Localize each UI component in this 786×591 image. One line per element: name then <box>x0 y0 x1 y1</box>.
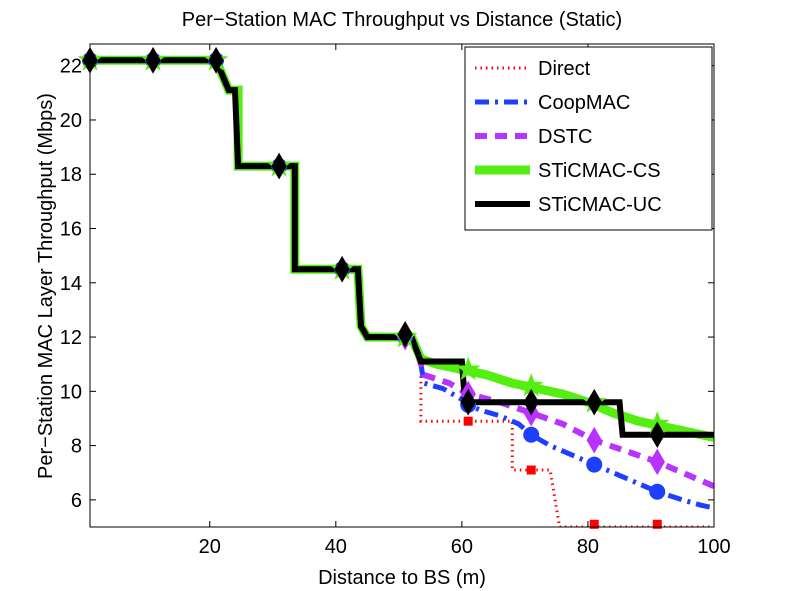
y-tick-label: 20 <box>60 110 82 132</box>
series-marker-direct <box>526 465 536 475</box>
series-line-sticmac-uc <box>90 57 714 438</box>
series-marker-coopmac <box>586 456 603 473</box>
x-tick-label: 20 <box>199 536 221 558</box>
chart-title: Per−Station MAC Throughput vs Distance (… <box>182 9 622 31</box>
x-tick-label: 60 <box>451 536 473 558</box>
series-marker-sticmac-uc <box>208 46 224 74</box>
series-marker-dstc <box>586 426 602 454</box>
series-marker-sticmac-cs <box>456 356 481 380</box>
x-tick-label: 40 <box>325 536 347 558</box>
y-tick-label: 14 <box>60 273 82 295</box>
series-marker-sticmac-uc <box>649 421 665 449</box>
legend-label-sticmac-cs: STiCMAC-CS <box>538 160 661 182</box>
legend: Direct CoopMAC DSTC STiCMAC-CS STiCMAC-UC <box>464 46 713 231</box>
series-marker-sticmac-uc <box>586 388 602 416</box>
y-tick-label: 8 <box>71 436 82 458</box>
y-tick-label: 10 <box>60 381 82 403</box>
marker-layer <box>77 46 670 529</box>
series-marker-sticmac-uc <box>271 152 287 180</box>
series-marker-sticmac-uc <box>145 46 161 74</box>
y-tick-label: 6 <box>71 490 82 512</box>
y-tick-label: 16 <box>60 219 82 241</box>
series-marker-sticmac-cs <box>519 373 544 397</box>
series-marker-sticmac-uc <box>460 388 476 416</box>
series-marker-direct <box>463 416 473 426</box>
series-marker-sticmac-uc <box>523 388 539 416</box>
series-marker-sticmac-uc <box>334 255 350 283</box>
legend-label-dstc: DSTC <box>538 126 592 148</box>
series-marker-coopmac <box>649 483 666 500</box>
series-marker-sticmac-uc <box>397 321 413 348</box>
legend-label-direct: Direct <box>538 58 591 80</box>
series-marker-direct <box>652 519 662 529</box>
series-layer <box>90 55 714 527</box>
series-marker-direct <box>589 519 599 529</box>
plot-frame <box>89 43 715 528</box>
x-axis-label: Distance to BS (m) <box>318 567 486 589</box>
axis-ticks: 20 40 60 80 100 6 8 10 12 14 16 18 20 22 <box>60 44 731 558</box>
legend-label-sticmac-uc: STiCMAC-UC <box>538 194 662 216</box>
series-marker-coopmac <box>523 426 540 443</box>
y-tick-label: 18 <box>60 164 82 186</box>
y-tick-label: 22 <box>60 56 82 78</box>
x-tick-label: 100 <box>697 536 730 558</box>
legend-label-coopmac: CoopMAC <box>538 92 630 114</box>
series-marker-dstc <box>649 448 665 476</box>
y-axis-label: Per−Station MAC Layer Throughput (Mbps) <box>35 93 57 479</box>
x-tick-label: 80 <box>577 536 599 558</box>
y-tick-label: 12 <box>60 327 82 349</box>
